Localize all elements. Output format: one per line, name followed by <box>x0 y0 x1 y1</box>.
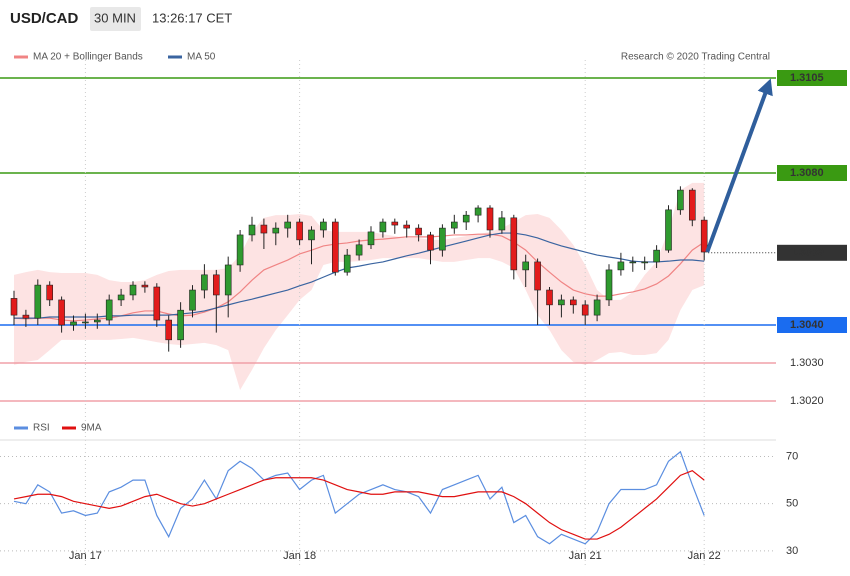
candle-body <box>105 299 113 321</box>
level-box <box>777 70 847 86</box>
x-tick-label: Jan 18 <box>283 550 316 562</box>
candle-body <box>593 299 601 316</box>
candle-body <box>379 221 387 233</box>
candle-body <box>391 221 399 226</box>
candle-body <box>141 284 149 288</box>
x-tick-label: Jan 17 <box>69 550 102 562</box>
candle-body <box>70 321 77 326</box>
candle-body <box>224 264 232 296</box>
candle-body <box>22 314 30 319</box>
candle-body <box>462 214 470 223</box>
level-box <box>777 165 847 181</box>
candle-body <box>260 224 268 234</box>
candle-body <box>296 221 303 241</box>
timestamp: 13:26:17 CET <box>152 10 232 25</box>
candle-body <box>272 227 280 234</box>
level-label: 1.3020 <box>790 395 824 407</box>
candle-body <box>581 304 589 316</box>
level-box <box>777 393 847 409</box>
candle-body <box>415 227 422 236</box>
timeframe-box <box>90 7 141 31</box>
candle-body <box>522 261 530 271</box>
candle-body <box>450 221 458 229</box>
candle-body <box>700 219 708 253</box>
candle-body <box>474 207 482 216</box>
symbol: USD/CAD <box>10 10 79 27</box>
level-label: 1.3080 <box>790 167 824 179</box>
legend-label: 9MA <box>81 423 102 434</box>
candle-body <box>558 299 565 306</box>
candle-body <box>534 261 541 291</box>
level-box <box>777 244 847 261</box>
y-tick-label: 30 <box>786 545 798 557</box>
candle-body <box>153 286 161 321</box>
candle-body <box>688 189 696 221</box>
legend-label: MA 20 + Bollinger Bands <box>33 52 143 63</box>
level-box <box>777 355 847 371</box>
y-tick-label: 70 <box>786 450 798 462</box>
candle-body <box>236 234 244 266</box>
ma50-line <box>14 232 705 319</box>
candle-body <box>165 319 172 341</box>
source: Research © 2020 Trading Central <box>621 52 770 63</box>
rsi-line <box>13 450 705 545</box>
candle-body <box>189 289 196 311</box>
candle-body <box>569 299 577 306</box>
candle-body <box>653 249 660 263</box>
timeframe: 30 MIN <box>94 10 136 25</box>
candle-body <box>308 229 315 241</box>
candle-body <box>498 217 506 231</box>
candle-body <box>46 284 54 301</box>
candle-body <box>629 261 637 264</box>
candle-body <box>439 227 446 251</box>
candle-body <box>343 254 351 273</box>
candle-body <box>320 221 327 231</box>
candle-body <box>117 294 125 301</box>
x-tick-label: Jan 21 <box>569 550 602 562</box>
candle-body <box>284 221 292 229</box>
y-tick-label: 50 <box>786 498 798 510</box>
level-label: 1.3030 <box>790 357 824 369</box>
level-label: 1.3040 <box>790 319 824 331</box>
candle-body <box>213 274 220 296</box>
candle-body <box>177 309 184 341</box>
candle-body <box>10 298 18 316</box>
legend-label: MA 50 <box>187 52 216 63</box>
candle-body <box>546 289 553 306</box>
candle-body <box>510 217 518 271</box>
legend-label: RSI <box>33 423 50 434</box>
candle-body <box>355 244 363 256</box>
candle-body <box>677 189 684 211</box>
candle-body <box>201 274 208 291</box>
candle-body <box>94 319 101 323</box>
level-label: 1.3105 <box>790 72 824 84</box>
candle-body <box>665 209 672 251</box>
candle-body <box>129 284 137 296</box>
candle-body <box>34 284 42 319</box>
candle-body <box>617 261 625 271</box>
candle-body <box>486 207 494 231</box>
forecast-arrow <box>705 78 773 253</box>
candle-body <box>82 321 89 324</box>
header-bg <box>0 0 850 38</box>
candle-body <box>58 299 65 326</box>
candle-body <box>331 221 339 273</box>
x-tick-label: Jan 22 <box>688 550 721 562</box>
candle-body <box>605 269 613 301</box>
candle-body <box>248 224 256 236</box>
candle-body <box>427 234 434 251</box>
rsi-line <box>13 469 705 540</box>
candle-body <box>641 261 649 264</box>
bollinger-band <box>14 182 705 390</box>
candle-body <box>367 231 375 246</box>
level-box <box>777 317 847 333</box>
candle-body <box>403 224 411 229</box>
level-label: 1.3059 <box>790 247 824 259</box>
plot-area <box>0 60 776 565</box>
